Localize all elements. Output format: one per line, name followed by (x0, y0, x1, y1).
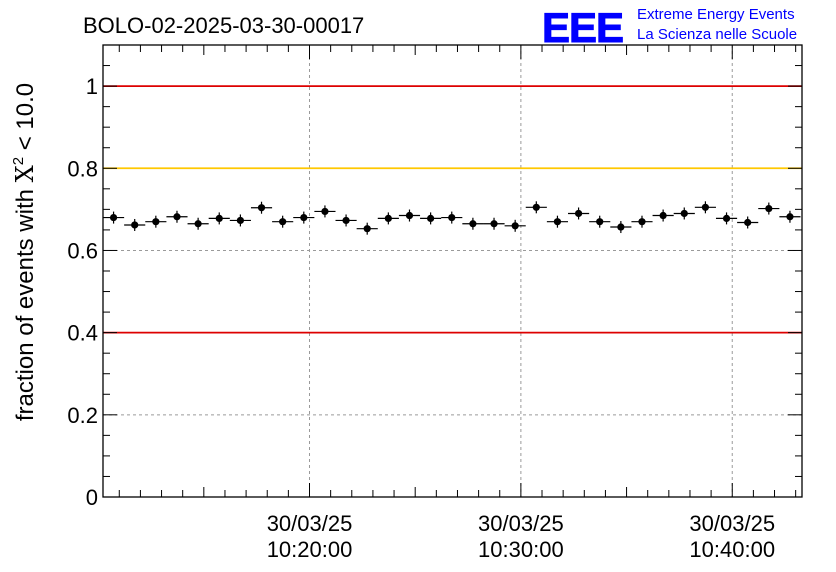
data-point (652, 209, 674, 222)
data-point (589, 215, 611, 228)
data-point (356, 222, 378, 235)
eee-logo: EEE (542, 4, 623, 51)
data-point-marker (257, 204, 266, 212)
data-point (187, 217, 209, 230)
data-point-marker (342, 216, 350, 225)
data-point (673, 207, 695, 220)
data-point-marker (173, 213, 181, 221)
data-point-marker (321, 207, 329, 216)
y-axis-label-sup: 2 (10, 157, 27, 165)
y-axis-label: fraction of events with X2 < 10.0 (10, 83, 39, 421)
grid-lines (103, 45, 802, 497)
data-point (145, 215, 167, 228)
data-point-marker (596, 218, 604, 226)
data-point (208, 212, 230, 225)
x-tick-label-time: 10:30:00 (478, 537, 564, 562)
data-points (103, 201, 801, 235)
data-point-marker (744, 218, 752, 227)
data-point (229, 214, 251, 227)
data-point (694, 201, 716, 214)
data-point (546, 215, 569, 228)
org-name-line1: Extreme Energy Events (637, 6, 795, 23)
data-point-marker (300, 213, 308, 222)
x-tick-labels: 30/03/2510:20:0030/03/2510:30:0030/03/25… (267, 511, 775, 562)
data-point (610, 221, 632, 234)
data-point-marker (384, 214, 392, 223)
data-point (314, 205, 336, 218)
data-point-marker (617, 223, 625, 231)
run-title: BOLO-02-2025-03-30-00017 (83, 13, 364, 38)
org-name-line2: La Scienza nelle Scuole (637, 26, 797, 43)
plot-frame (102, 44, 803, 498)
data-point-marker (279, 218, 287, 226)
data-point-marker (765, 204, 773, 213)
data-point-marker (490, 220, 498, 228)
data-point (377, 212, 399, 225)
data-point-marker (427, 214, 435, 223)
data-point (124, 218, 146, 231)
x-tick-label-date: 30/03/25 (478, 511, 564, 536)
data-point (103, 211, 125, 224)
data-point-marker (532, 203, 540, 211)
data-point (441, 211, 463, 224)
x-tick-label-date: 30/03/25 (267, 511, 353, 536)
data-point (398, 209, 421, 222)
data-point (420, 212, 442, 225)
y-axis-label-prefix: fraction of events with (12, 182, 39, 421)
y-tick-label: 1 (86, 74, 98, 99)
data-point-marker (363, 225, 371, 233)
data-point (525, 201, 547, 214)
data-point (462, 217, 484, 230)
y-tick-label: 0.2 (67, 403, 98, 428)
data-point-marker (511, 222, 519, 230)
data-point-marker (236, 216, 244, 225)
data-point (166, 210, 188, 223)
y-tick-label: 0 (86, 485, 98, 510)
data-point (779, 210, 801, 223)
data-point-marker (448, 213, 456, 222)
data-point-marker (553, 218, 562, 226)
data-point (631, 215, 653, 228)
data-point (272, 215, 294, 228)
x-tick-label-time: 10:40:00 (689, 537, 775, 562)
data-point (250, 201, 273, 214)
y-tick-label: 0.8 (67, 156, 98, 181)
data-point-marker (659, 211, 667, 220)
data-point-marker (152, 218, 160, 226)
data-point (504, 219, 526, 232)
data-point-marker (680, 209, 688, 218)
data-point-marker (786, 213, 794, 221)
data-point (737, 216, 759, 229)
y-tick-label: 0.6 (67, 238, 98, 263)
data-point (483, 217, 505, 230)
data-point (335, 214, 357, 227)
data-point (568, 207, 590, 220)
data-point-marker (405, 211, 414, 220)
data-point-marker (194, 220, 202, 228)
data-point-marker (574, 209, 583, 218)
data-point (293, 211, 315, 224)
data-point-marker (701, 203, 710, 211)
y-tick-labels: 0 0.2 0.4 0.6 0.8 1 (67, 74, 98, 510)
y-axis-label-chi: X (11, 165, 39, 182)
data-point-marker (722, 214, 731, 223)
reference-lines (103, 85, 802, 334)
data-point-marker (469, 220, 477, 228)
data-point (758, 202, 780, 215)
data-point-marker (109, 213, 118, 222)
data-point (715, 212, 738, 225)
axis-ticks (103, 44, 802, 498)
x-tick-label-time: 10:20:00 (267, 537, 353, 562)
data-point-marker (131, 221, 139, 229)
y-tick-label: 0.4 (67, 321, 98, 346)
y-axis-label-suffix: < 10.0 (12, 83, 39, 157)
data-point-marker (215, 214, 223, 223)
data-point-marker (638, 218, 646, 226)
x-tick-label-date: 30/03/25 (689, 511, 775, 536)
